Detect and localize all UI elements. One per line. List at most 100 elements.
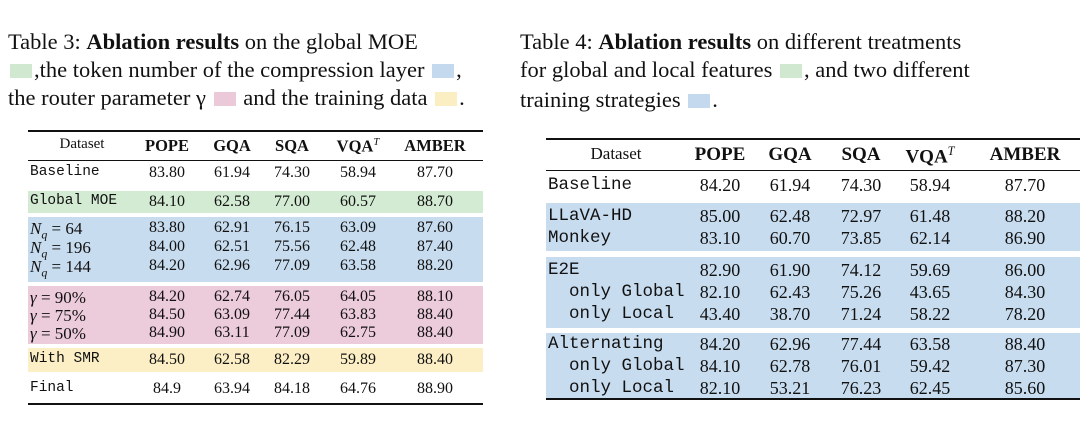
- table-cell: 87.30: [1004, 356, 1046, 376]
- blue-swatch: [432, 64, 455, 78]
- row-label-variable: γ: [30, 288, 37, 307]
- table-cell: 87.70: [417, 164, 453, 181]
- table-cell: 77.44: [274, 306, 310, 323]
- table-cell: 61.48: [909, 206, 951, 226]
- highlight-band: [28, 217, 483, 282]
- table-cell: 84.20: [149, 288, 185, 305]
- column-header-text: AMBER: [404, 136, 466, 155]
- row-label-variable: N: [30, 238, 42, 257]
- table-cell: 74.12: [840, 260, 882, 280]
- column-header-text: Dataset: [590, 144, 642, 163]
- highlight-band: [28, 286, 483, 344]
- table-cell: 77.09: [274, 257, 310, 274]
- highlight-band: [546, 333, 1080, 398]
- table-cell: 62.96: [769, 334, 811, 354]
- table-rule: [546, 138, 1080, 140]
- table-cell: 75.56: [274, 238, 310, 255]
- caption-prefix: Table 3:: [8, 29, 87, 54]
- row-label: only Global: [548, 356, 685, 376]
- table-cell: 84.50: [149, 306, 185, 323]
- table-cell: 88.90: [417, 380, 453, 397]
- row-label: Baseline: [30, 164, 100, 180]
- table-cell: 59.42: [909, 356, 951, 376]
- table-rule: [546, 398, 1080, 400]
- column-header: GQA: [730, 144, 850, 166]
- table-cell: 58.94: [340, 164, 376, 181]
- caption-text: ,: [456, 57, 462, 82]
- column-header-text: Dataset: [59, 136, 105, 152]
- table-cell: 82.90: [699, 260, 741, 280]
- table-cell: 88.40: [417, 324, 453, 341]
- row-label: Nq = 64: [30, 219, 82, 242]
- row-label: Alternating: [548, 334, 664, 354]
- table-cell: 62.43: [769, 282, 811, 302]
- blue-swatch: [688, 94, 711, 108]
- table-cell: 84.30: [1004, 282, 1046, 302]
- row-label-value: = 75%: [36, 306, 86, 325]
- column-header: AMBER: [375, 136, 495, 156]
- table-cell: 64.76: [340, 380, 376, 397]
- green-swatch: [780, 64, 803, 78]
- table-cell: 61.94: [769, 175, 811, 195]
- table-cell: 88.20: [417, 257, 453, 274]
- column-header: VQAT: [870, 144, 990, 168]
- row-label-value: = 50%: [36, 324, 86, 343]
- table-cell: 77.09: [274, 324, 310, 341]
- table-cell: 84.50: [149, 351, 185, 368]
- table-rule: [28, 403, 483, 405]
- table-cell: 83.10: [699, 228, 741, 248]
- column-header: VQAT: [298, 136, 418, 157]
- table-cell: 58.22: [909, 304, 951, 324]
- table-cell: 88.40: [1004, 334, 1046, 354]
- table-cell: 88.70: [417, 193, 453, 210]
- table-cell: 63.09: [340, 219, 376, 236]
- highlight-band: [28, 348, 483, 372]
- column-header-text: GQA: [768, 144, 812, 165]
- column-header-text: POPE: [694, 144, 746, 165]
- row-label: Final: [30, 380, 74, 396]
- table-cell: 76.05: [274, 288, 310, 305]
- table-cell: 84.00: [149, 238, 185, 255]
- row-label-subscript: q: [41, 265, 48, 280]
- table-cell: 84.10: [699, 356, 741, 376]
- table-cell: 62.14: [909, 228, 951, 248]
- table-cell: 84.9: [153, 380, 181, 397]
- highlight-band: [28, 191, 483, 213]
- table-cell: 62.74: [214, 288, 250, 305]
- table-rule: [546, 170, 1080, 171]
- caption-text: the router parameter γ: [8, 85, 206, 110]
- caption-bold: Ablation results: [598, 29, 752, 54]
- column-header-text: SQA: [275, 136, 309, 155]
- caption-text: and the training data: [237, 85, 428, 110]
- table-cell: 84.18: [274, 380, 310, 397]
- column-header-text: GQA: [213, 136, 251, 155]
- highlight-band: [546, 203, 1080, 251]
- table-cell: 78.20: [1004, 304, 1046, 324]
- row-label: only Global: [548, 282, 685, 302]
- column-header: Dataset: [22, 136, 142, 153]
- table-cell: 59.69: [909, 260, 951, 280]
- table-cell: 76.01: [840, 356, 882, 376]
- table-cell: 84.20: [699, 334, 741, 354]
- column-header-text: AMBER: [989, 144, 1061, 165]
- row-label-subscript: q: [41, 227, 48, 242]
- column-header: Dataset: [556, 144, 676, 164]
- table-cell: 74.30: [274, 164, 310, 181]
- column-header-text: SQA: [841, 144, 881, 165]
- row-label: LLaVA-HD: [548, 206, 633, 226]
- table-cell: 77.44: [840, 334, 882, 354]
- column-header-text: VQA: [905, 146, 948, 168]
- table-cell: 62.78: [769, 356, 811, 376]
- row-label-variable: N: [30, 219, 42, 238]
- caption-text: .: [712, 87, 718, 112]
- table-cell: 74.30: [840, 175, 882, 195]
- column-header-superscript: T: [373, 136, 380, 148]
- row-label: γ = 50%: [30, 324, 86, 344]
- table-cell: 83.80: [149, 219, 185, 236]
- caption-text: , and two different: [804, 57, 970, 82]
- table-cell: 60.70: [769, 228, 811, 248]
- table-3-caption-line-3: the router parameter γ and the training …: [8, 84, 465, 111]
- row-label-variable: N: [30, 257, 42, 276]
- row-label: only Local: [548, 304, 675, 324]
- row-label-value: = 90%: [36, 288, 86, 307]
